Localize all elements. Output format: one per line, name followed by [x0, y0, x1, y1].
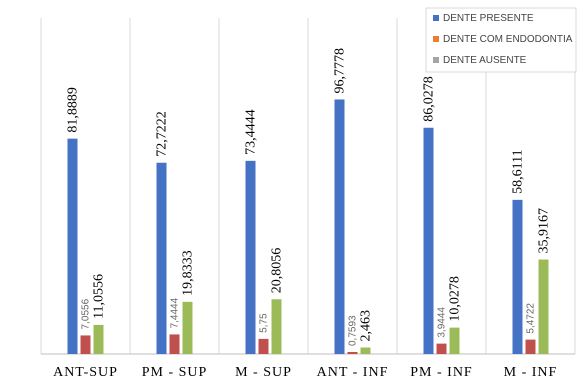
- bar-1: [512, 199, 523, 354]
- data-label: 0,7593: [348, 315, 359, 346]
- bar-2: [80, 335, 91, 354]
- data-label: 2,463: [359, 310, 374, 342]
- bar-3: [538, 259, 549, 354]
- bar-2: [347, 352, 358, 354]
- category-label: ANT-SUP: [53, 365, 118, 380]
- bar-1: [156, 162, 167, 354]
- data-label: 86,0278: [422, 76, 437, 122]
- bar-1: [67, 138, 78, 354]
- bar-2: [258, 338, 269, 354]
- legend-swatch: [433, 57, 439, 63]
- data-label: 73,4444: [244, 109, 259, 155]
- bar-2: [169, 334, 180, 354]
- data-label: 58,6111: [511, 149, 526, 193]
- data-label: 20,8056: [270, 248, 285, 294]
- bar-2: [436, 343, 447, 354]
- data-label: 7,0556: [81, 298, 92, 329]
- data-label: 5,75: [259, 313, 270, 333]
- data-label: 11,0556: [92, 274, 107, 319]
- bar-1: [334, 99, 345, 354]
- category-label: M - SUP: [235, 365, 292, 380]
- data-label: 19,8333: [181, 250, 196, 296]
- data-label: 81,8889: [66, 87, 81, 133]
- bar-1: [245, 160, 256, 354]
- bar-1: [423, 127, 434, 354]
- data-label: 5,4722: [526, 303, 537, 334]
- category-label: M - INF: [504, 365, 558, 380]
- data-label: 3,9444: [437, 307, 448, 338]
- bar-3: [271, 299, 282, 354]
- legend-box: [425, 7, 577, 73]
- data-label: 7,4444: [170, 297, 181, 328]
- category-label: ANT - INF: [317, 365, 389, 380]
- data-label: 96,7778: [333, 48, 348, 94]
- bar-3: [360, 347, 371, 354]
- bar-2: [525, 339, 536, 354]
- legend-entry: DENTE AUSENTE: [443, 55, 527, 66]
- legend-swatch: [433, 15, 439, 21]
- data-label: 35,9167: [537, 208, 552, 254]
- bar-3: [93, 324, 104, 354]
- legend-swatch: [433, 36, 439, 42]
- bar-3: [449, 327, 460, 354]
- data-label: 10,0278: [448, 276, 463, 322]
- category-label: PM - INF: [410, 365, 472, 380]
- legend-entry: DENTE COM ENDODONTIA: [443, 34, 573, 45]
- bar-3: [182, 301, 193, 354]
- category-label: PM - SUP: [142, 365, 208, 380]
- data-label: 72,7222: [155, 111, 170, 157]
- legend-entry: DENTE PRESENTE: [443, 13, 534, 24]
